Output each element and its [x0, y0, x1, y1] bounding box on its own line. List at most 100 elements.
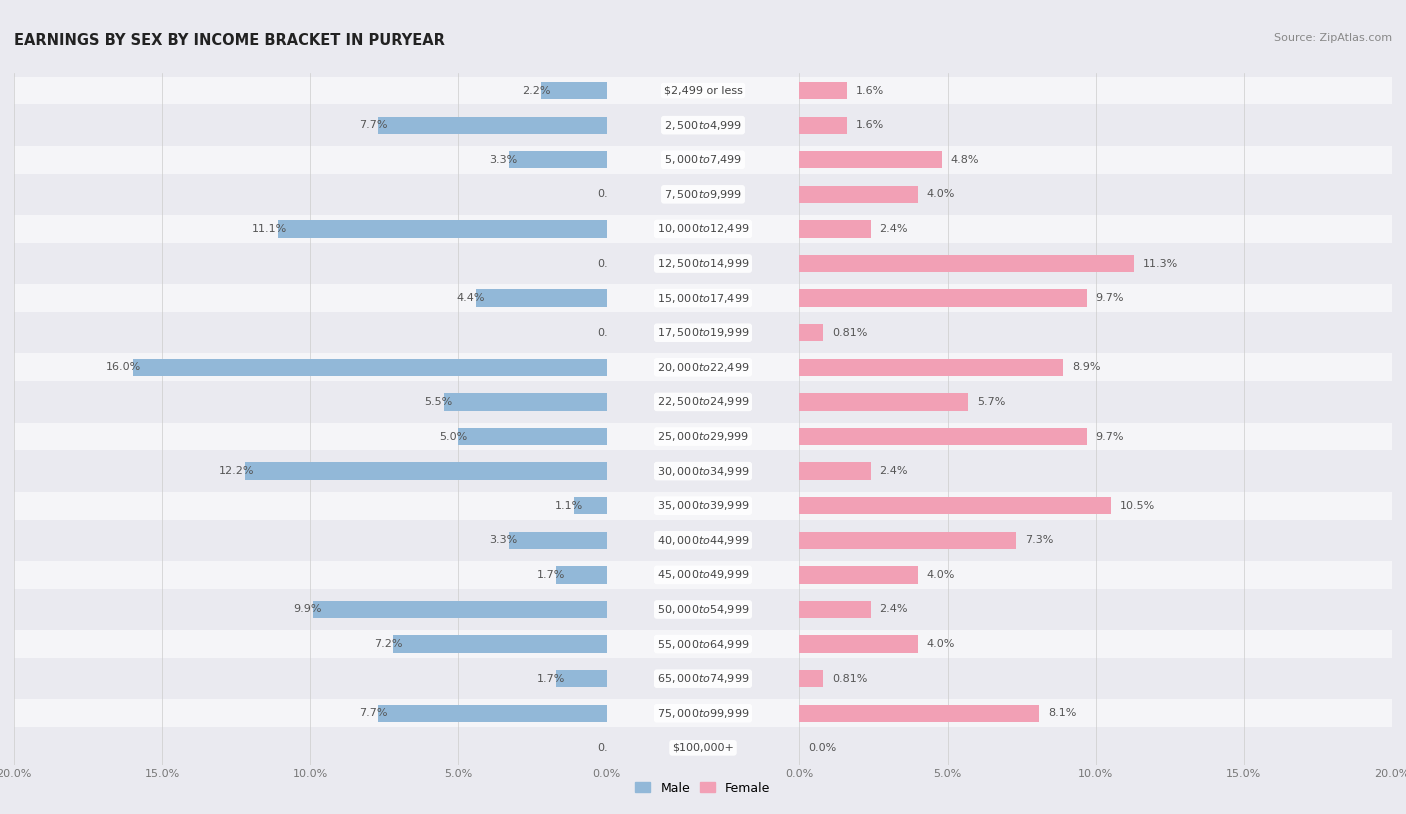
Bar: [378, 116, 606, 133]
Text: Source: ZipAtlas.com: Source: ZipAtlas.com: [1274, 33, 1392, 42]
Bar: [509, 532, 606, 549]
Bar: [0, 665, 1406, 693]
Text: $12,500 to $14,999: $12,500 to $14,999: [657, 257, 749, 270]
Bar: [800, 636, 918, 653]
Text: $65,000 to $74,999: $65,000 to $74,999: [657, 672, 749, 685]
Bar: [0, 77, 1406, 104]
Text: 4.0%: 4.0%: [927, 639, 955, 649]
Text: $5,000 to $7,499: $5,000 to $7,499: [664, 153, 742, 166]
Text: 11.3%: 11.3%: [1143, 259, 1178, 269]
Bar: [0, 734, 1406, 762]
Bar: [800, 116, 846, 133]
Bar: [0, 665, 1406, 693]
Bar: [800, 567, 918, 584]
Text: 4.8%: 4.8%: [950, 155, 979, 164]
Text: 1.1%: 1.1%: [554, 501, 583, 510]
Text: 5.0%: 5.0%: [439, 431, 467, 441]
Bar: [0, 457, 1406, 485]
Bar: [0, 250, 1406, 278]
Text: $10,000 to $12,499: $10,000 to $12,499: [657, 222, 749, 235]
Bar: [0, 215, 1406, 243]
Bar: [0, 596, 1406, 624]
Bar: [0, 596, 1406, 624]
Text: 0.81%: 0.81%: [832, 674, 868, 684]
Bar: [800, 255, 1135, 272]
Text: $2,500 to $4,999: $2,500 to $4,999: [664, 119, 742, 132]
Text: 1.7%: 1.7%: [537, 570, 565, 580]
Text: $55,000 to $64,999: $55,000 to $64,999: [657, 637, 749, 650]
Text: $15,000 to $17,499: $15,000 to $17,499: [657, 291, 749, 304]
Bar: [0, 319, 1406, 347]
Bar: [0, 734, 1406, 762]
Bar: [800, 428, 1087, 445]
Text: $17,500 to $19,999: $17,500 to $19,999: [657, 326, 749, 339]
Text: 7.7%: 7.7%: [359, 120, 387, 130]
Text: 9.7%: 9.7%: [1095, 431, 1125, 441]
Bar: [0, 215, 1406, 243]
Text: 4.4%: 4.4%: [457, 293, 485, 303]
Bar: [0, 146, 1406, 173]
Bar: [132, 359, 606, 376]
Bar: [557, 670, 606, 687]
Bar: [0, 181, 1406, 208]
Text: 7.3%: 7.3%: [1025, 536, 1053, 545]
Text: 10.5%: 10.5%: [1119, 501, 1154, 510]
Bar: [0, 422, 1406, 450]
Text: 1.7%: 1.7%: [537, 674, 565, 684]
Bar: [0, 561, 1406, 589]
Text: $100,000+: $100,000+: [672, 743, 734, 753]
Bar: [378, 705, 606, 722]
Bar: [0, 112, 1406, 139]
Text: $7,500 to $9,999: $7,500 to $9,999: [664, 188, 742, 201]
Text: 5.5%: 5.5%: [425, 397, 453, 407]
Text: $20,000 to $22,499: $20,000 to $22,499: [657, 361, 749, 374]
Bar: [0, 353, 1406, 381]
Bar: [0, 250, 1406, 278]
Bar: [0, 284, 1406, 312]
Text: $25,000 to $29,999: $25,000 to $29,999: [657, 430, 749, 443]
Bar: [800, 532, 1015, 549]
Bar: [0, 630, 1406, 658]
Bar: [0, 561, 1406, 589]
Text: 3.3%: 3.3%: [489, 155, 517, 164]
Bar: [0, 492, 1406, 519]
Bar: [800, 601, 870, 618]
Text: $2,499 or less: $2,499 or less: [664, 85, 742, 95]
Bar: [557, 567, 606, 584]
Bar: [0, 527, 1406, 554]
Bar: [0, 77, 1406, 104]
Bar: [800, 324, 824, 341]
Text: 2.4%: 2.4%: [879, 466, 908, 476]
Text: $45,000 to $49,999: $45,000 to $49,999: [657, 568, 749, 581]
Bar: [800, 670, 824, 687]
Bar: [0, 422, 1406, 450]
Bar: [0, 422, 1406, 450]
Bar: [0, 630, 1406, 658]
Bar: [0, 319, 1406, 347]
Bar: [0, 353, 1406, 381]
Text: $40,000 to $44,999: $40,000 to $44,999: [657, 534, 749, 547]
Text: 12.2%: 12.2%: [218, 466, 254, 476]
Bar: [0, 734, 1406, 762]
Text: $22,500 to $24,999: $22,500 to $24,999: [657, 396, 749, 409]
Text: 5.7%: 5.7%: [977, 397, 1005, 407]
Text: 11.1%: 11.1%: [252, 224, 287, 234]
Text: 0.0%: 0.0%: [598, 190, 626, 199]
Bar: [800, 290, 1087, 307]
Bar: [0, 596, 1406, 624]
Bar: [509, 151, 606, 168]
Bar: [444, 393, 606, 410]
Text: 9.9%: 9.9%: [294, 605, 322, 615]
Text: $50,000 to $54,999: $50,000 to $54,999: [657, 603, 749, 616]
Bar: [574, 497, 606, 514]
Bar: [0, 561, 1406, 589]
Text: 4.0%: 4.0%: [927, 570, 955, 580]
Text: 8.1%: 8.1%: [1049, 708, 1077, 718]
Bar: [0, 699, 1406, 727]
Bar: [0, 630, 1406, 658]
Bar: [0, 492, 1406, 519]
Text: 0.0%: 0.0%: [598, 328, 626, 338]
Bar: [314, 601, 606, 618]
Bar: [0, 284, 1406, 312]
Bar: [0, 112, 1406, 139]
